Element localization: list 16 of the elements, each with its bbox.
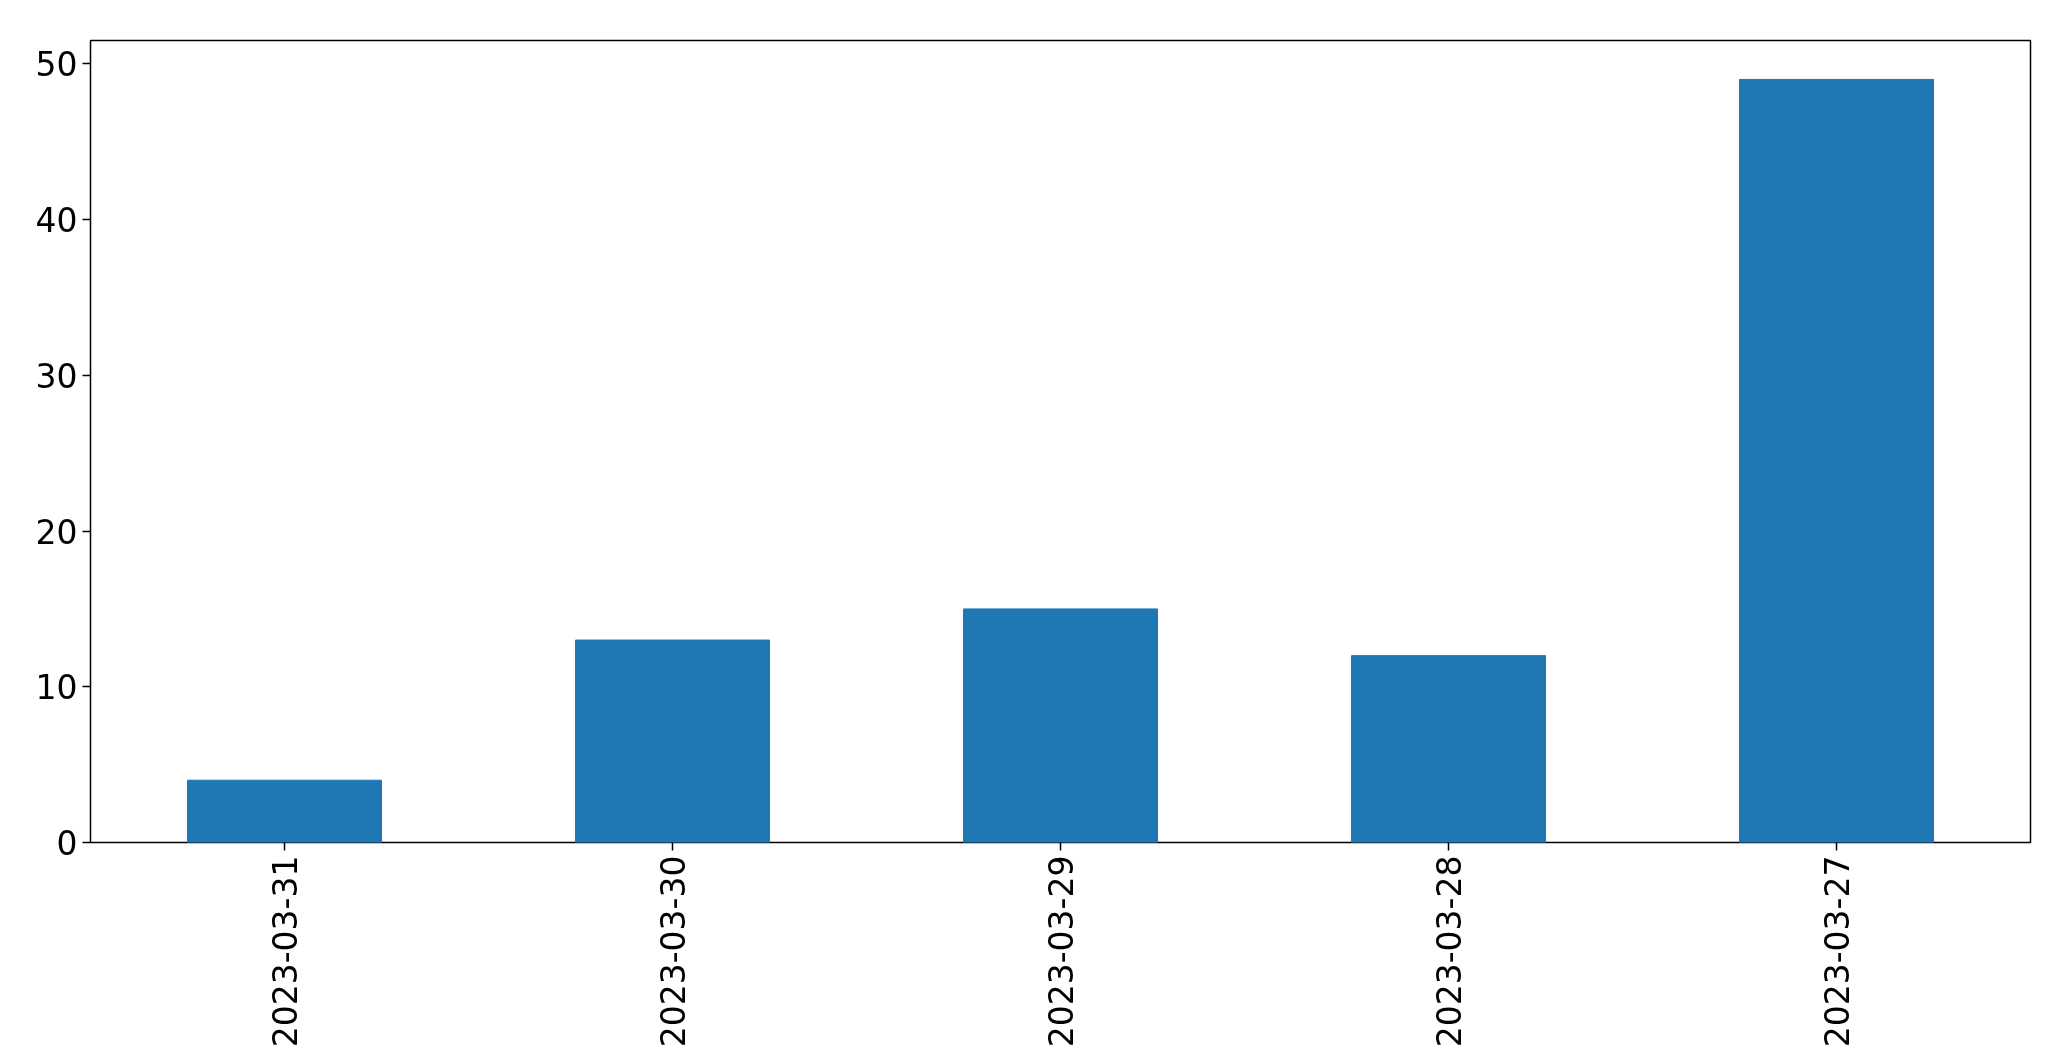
x-tick-label: 2023-03-29 — [1042, 855, 1081, 1048]
bar — [963, 608, 1158, 843]
y-tick-label: 50 — [35, 45, 78, 85]
x-tick-label: 2023-03-31 — [266, 855, 305, 1048]
bar — [1739, 78, 1934, 843]
x-tick-label: 2023-03-28 — [1430, 855, 1469, 1048]
y-tick-label: 0 — [56, 824, 78, 863]
bar — [575, 639, 770, 843]
y-tick-label: 20 — [35, 512, 78, 552]
bar — [187, 779, 382, 843]
bar — [1351, 655, 1546, 843]
x-tick-label: 2023-03-30 — [654, 855, 693, 1048]
y-tick-label: 40 — [35, 201, 78, 241]
x-tick-label: 2023-03-27 — [1818, 855, 1857, 1048]
y-tick-label: 30 — [35, 356, 78, 396]
y-tick-label: 10 — [35, 668, 78, 708]
